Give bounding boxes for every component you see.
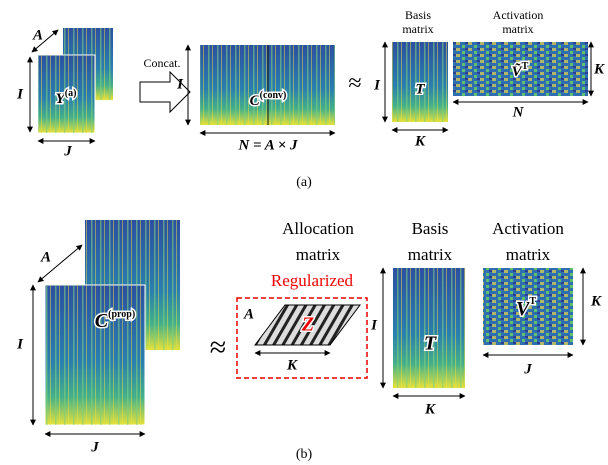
label: N = A × J: [237, 137, 298, 153]
caption: (b): [296, 447, 313, 462]
label: N: [512, 104, 525, 120]
panel-b: A I J C(prop) ≈ Allocation matrix Regula…: [16, 219, 602, 462]
sup: T: [522, 61, 529, 72]
title: matrix: [408, 245, 453, 264]
caption: (a): [296, 175, 312, 190]
label: K: [590, 293, 602, 309]
label: I: [373, 77, 381, 93]
title: Activation: [492, 219, 564, 238]
label: I: [16, 336, 24, 352]
matrix-label: Z: [301, 314, 314, 336]
label: J: [63, 143, 72, 159]
sup: (conv): [260, 90, 287, 101]
label: J: [90, 439, 99, 455]
sup: T: [529, 296, 536, 307]
label: K: [286, 357, 298, 373]
title: Basis: [412, 219, 449, 238]
title: Allocation: [282, 219, 354, 238]
label: K: [593, 61, 605, 77]
title: matrix: [506, 245, 551, 264]
approx: ≈: [348, 71, 361, 97]
label: J: [523, 361, 532, 377]
note: Regularized: [271, 271, 354, 290]
base: C: [95, 310, 109, 332]
sup: (a): [65, 88, 77, 99]
title: Activation: [493, 8, 544, 22]
label: A: [40, 249, 51, 265]
matrix-label: T: [415, 81, 425, 97]
label: I: [176, 76, 184, 92]
label: K: [424, 401, 436, 417]
label: A: [243, 306, 254, 322]
figure: A I J Y(a) Concat. I C(conv) N = A × J ≈…: [0, 0, 608, 465]
matrix-label: T: [424, 333, 437, 355]
title: Basis: [405, 8, 431, 22]
spectrogram-texture: [45, 285, 145, 425]
title: matrix: [296, 245, 341, 264]
title: matrix: [402, 22, 433, 36]
label: A: [32, 27, 43, 43]
sup: (prop): [108, 309, 135, 320]
label: I: [370, 317, 378, 333]
operation: Concat.: [144, 56, 181, 70]
panel-a: A I J Y(a) Concat. I C(conv) N = A × J ≈…: [16, 8, 605, 190]
basis-texture: [393, 268, 465, 388]
label: I: [16, 86, 24, 102]
title: matrix: [502, 22, 533, 36]
label: K: [414, 133, 426, 149]
approx: ≈: [210, 331, 226, 364]
